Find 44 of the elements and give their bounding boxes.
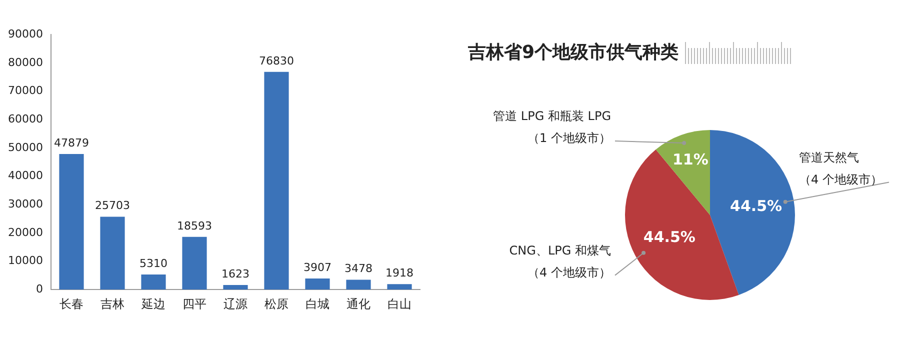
y-tick-label: 50000 bbox=[8, 140, 43, 154]
y-tick-label: 10000 bbox=[8, 254, 43, 268]
slice-label: 管道天然气（4 个地级市） bbox=[799, 150, 882, 186]
x-tick-label: 通化 bbox=[346, 296, 370, 311]
data-label: 47879 bbox=[54, 136, 89, 150]
y-tick-label: 0 bbox=[36, 282, 43, 296]
x-tick-label: 延边 bbox=[140, 296, 166, 311]
bar bbox=[264, 72, 289, 290]
chart-title: 吉林省9个地级市供气种类 bbox=[468, 41, 679, 64]
x-tick-label: 松原 bbox=[264, 296, 288, 311]
x-tick-label: 辽源 bbox=[223, 296, 248, 311]
y-tick-label: 60000 bbox=[8, 112, 43, 126]
bar bbox=[182, 236, 207, 290]
data-label: 1623 bbox=[221, 267, 250, 280]
data-label: 11% bbox=[672, 150, 708, 169]
y-tick-label: 80000 bbox=[8, 56, 43, 69]
x-tick-label: 白山 bbox=[388, 296, 412, 311]
x-tick-label: 四平 bbox=[182, 296, 206, 311]
bar bbox=[305, 278, 330, 290]
data-label: 1918 bbox=[386, 266, 414, 280]
bar bbox=[100, 216, 125, 290]
data-label: 5310 bbox=[139, 256, 168, 270]
x-tick-label: 吉林 bbox=[100, 296, 124, 311]
data-label: 3907 bbox=[304, 260, 332, 274]
y-tick-label: 30000 bbox=[8, 197, 43, 210]
bar bbox=[59, 154, 84, 290]
data-label: 3478 bbox=[344, 262, 372, 276]
data-label: 18593 bbox=[176, 219, 212, 232]
bar bbox=[223, 285, 248, 290]
data-label: 76830 bbox=[258, 54, 294, 68]
y-tick-label: 20000 bbox=[8, 226, 43, 239]
y-tick-label: 90000 bbox=[8, 27, 43, 40]
data-label: 44.5% bbox=[730, 196, 782, 215]
bar bbox=[387, 284, 412, 290]
slice-label: CNG、LPG 和煤气（4 个地级市） bbox=[509, 243, 611, 280]
data-label: 25703 bbox=[94, 199, 130, 212]
slice-label: 管道 LPG 和瓶装 LPG（1 个地级市） bbox=[493, 109, 611, 146]
bar bbox=[346, 280, 371, 290]
x-tick-label: 长春 bbox=[59, 296, 84, 311]
y-tick-label: 40000 bbox=[8, 169, 43, 182]
x-tick-label: 白城 bbox=[306, 296, 330, 311]
data-label: 44.5% bbox=[643, 228, 696, 246]
bar bbox=[141, 274, 166, 290]
y-tick-label: 70000 bbox=[8, 84, 43, 98]
